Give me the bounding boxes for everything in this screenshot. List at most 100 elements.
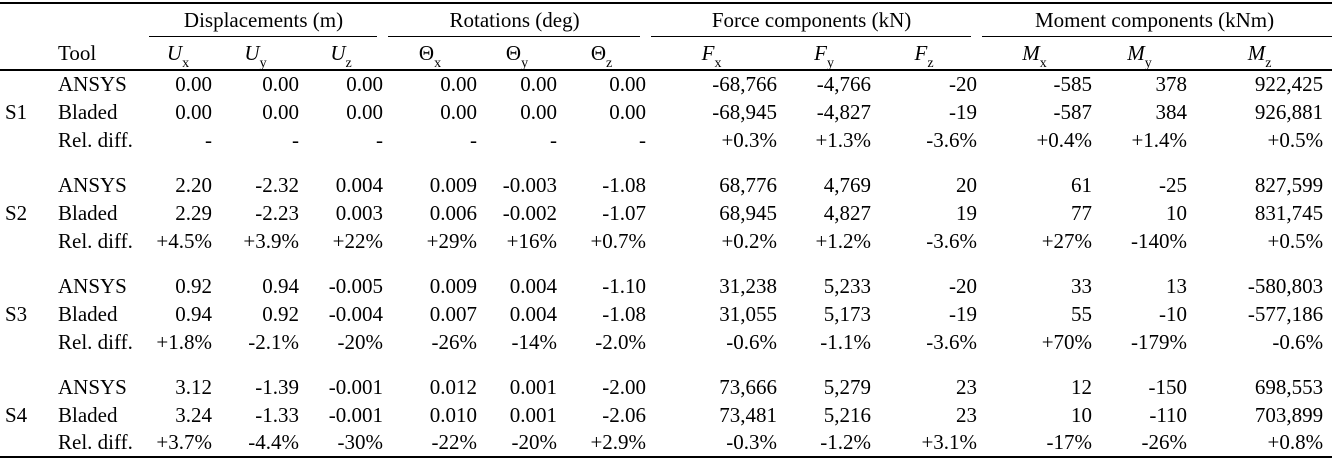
value-cell: -0.005: [328, 273, 384, 298]
table-row-s3-reldiff: Rel. diff. +1.8% -2.1% -20% -26% -14% -2.0% -0.…: [0, 328, 1332, 356]
column-header-mx: Mx: [977, 37, 1093, 71]
value-cell: -0.6%: [1272, 329, 1324, 354]
value-cell: -4,827: [816, 99, 872, 124]
tool-cell: Rel. diff.: [58, 329, 133, 354]
value-cell: -19: [949, 301, 978, 326]
table-row-s4-ansys: ANSYS 3.12 -1.39 -0.001 0.012 0.001 -2.00 73,66…: [0, 373, 1332, 401]
tool-cell: ANSYS: [58, 273, 127, 298]
value-cell: 33: [1071, 273, 1093, 298]
table-row-s3-ansys: ANSYS 0.92 0.94 -0.005 0.009 0.004 -1.10 31,238…: [0, 272, 1332, 300]
value-cell: +70%: [1041, 329, 1093, 354]
value-cell: -2.23: [255, 200, 299, 225]
header-symbol: Θ: [418, 40, 435, 65]
value-cell: -585: [1053, 72, 1093, 96]
value-cell: +0.3%: [721, 127, 778, 152]
value-cell: 10: [1166, 200, 1188, 225]
tool-cell: ANSYS: [58, 172, 127, 197]
value-cell: -1.39: [255, 374, 299, 399]
value-cell: 23: [956, 374, 978, 399]
header-subscript: x: [714, 55, 722, 71]
tool-cell: Bladed: [58, 200, 118, 225]
value-cell: 0.006: [429, 200, 478, 225]
value-cell: 0.009: [429, 172, 478, 197]
tool-cell: ANSYS: [58, 72, 127, 96]
header-symbol: F: [701, 40, 715, 65]
row-label-header-spacer: [0, 37, 52, 71]
block-label: [0, 227, 52, 255]
value-cell: +3.7%: [156, 430, 212, 454]
value-cell: -10: [1159, 301, 1188, 326]
value-cell: 0.94: [175, 301, 212, 326]
value-cell: +3.9%: [243, 228, 299, 253]
value-cell: 12: [1071, 374, 1093, 399]
value-cell: 827,599: [1254, 172, 1324, 197]
value-cell: -3.6%: [926, 127, 978, 152]
value-cell: 77: [1071, 200, 1093, 225]
value-cell: -577,186: [1247, 301, 1324, 326]
column-group-header: Moment components (kNm): [977, 3, 1332, 37]
column-header-fy: Fy: [777, 37, 872, 71]
value-cell: -68,766: [712, 72, 778, 96]
value-cell: 0.94: [262, 273, 299, 298]
block-label: [0, 429, 52, 457]
column-header-fz: Fz: [871, 37, 978, 71]
value-cell: 23: [956, 402, 978, 427]
block-spacer: [0, 255, 1332, 272]
value-cell: 0.00: [440, 99, 478, 124]
value-cell: +3.1%: [921, 430, 978, 454]
header-subscript: x: [1039, 55, 1047, 71]
header-subscript: y: [259, 55, 267, 71]
table-row-s2-reldiff: Rel. diff. +4.5% +3.9% +22% +29% +16% +0.7% +0.…: [0, 227, 1332, 255]
column-header-θx: Θx: [383, 37, 478, 71]
header-symbol: Θ: [590, 40, 606, 65]
value-cell: -20: [949, 72, 978, 96]
value-cell: -17%: [1046, 430, 1093, 454]
header-symbol: F: [914, 40, 928, 65]
tool-cell: ANSYS: [58, 374, 127, 399]
value-cell: -0.6%: [726, 329, 778, 354]
value-cell: +2.9%: [590, 430, 647, 454]
value-cell: 378: [1155, 72, 1188, 96]
column-group-label: Force components (kN): [711, 8, 912, 32]
column-header-θz: Θz: [557, 37, 647, 71]
value-cell: -30%: [337, 430, 384, 454]
value-cell: 0.00: [346, 99, 384, 124]
value-cell: -: [550, 127, 558, 152]
value-cell: 0.00: [262, 72, 299, 96]
value-cell: -: [470, 127, 478, 152]
header-symbol: U: [166, 40, 183, 65]
value-cell: -20: [949, 273, 978, 298]
value-cell: -110: [1149, 402, 1188, 427]
value-cell: -140%: [1131, 228, 1188, 253]
header-corner: [0, 3, 144, 37]
value-cell: 0.004: [509, 273, 558, 298]
value-cell: 0.001: [509, 374, 558, 399]
tool-cell: Rel. diff.: [58, 430, 133, 454]
value-cell: -0.004: [328, 301, 384, 326]
block-spacer-cell: [0, 356, 1332, 373]
value-cell: -: [639, 127, 647, 152]
value-cell: 4,827: [823, 200, 872, 225]
value-cell: +0.4%: [1036, 127, 1093, 152]
value-cell: 68,945: [719, 200, 778, 225]
column-header-fx: Fx: [646, 37, 778, 71]
value-cell: -2.1%: [248, 329, 299, 354]
tool-cell: Bladed: [58, 301, 118, 326]
value-cell: 0.001: [509, 402, 558, 427]
value-cell: -1.2%: [820, 430, 872, 454]
value-cell: 0.003: [335, 200, 384, 225]
value-cell: +1.8%: [156, 329, 212, 354]
value-cell: +1.3%: [815, 127, 872, 152]
value-cell: 3.24: [175, 402, 212, 427]
value-cell: +29%: [426, 228, 478, 253]
value-cell: -25: [1159, 172, 1188, 197]
value-cell: 0.92: [262, 301, 299, 326]
block-label: [0, 272, 52, 300]
value-cell: 698,553: [1254, 374, 1324, 399]
value-cell: +4.5%: [156, 228, 212, 253]
header-subscript: z: [606, 55, 613, 71]
block-spacer-cell: [0, 154, 1332, 171]
block-label: [0, 70, 52, 98]
value-cell: +0.2%: [721, 228, 778, 253]
column-group-label: Displacements (m): [183, 8, 344, 32]
